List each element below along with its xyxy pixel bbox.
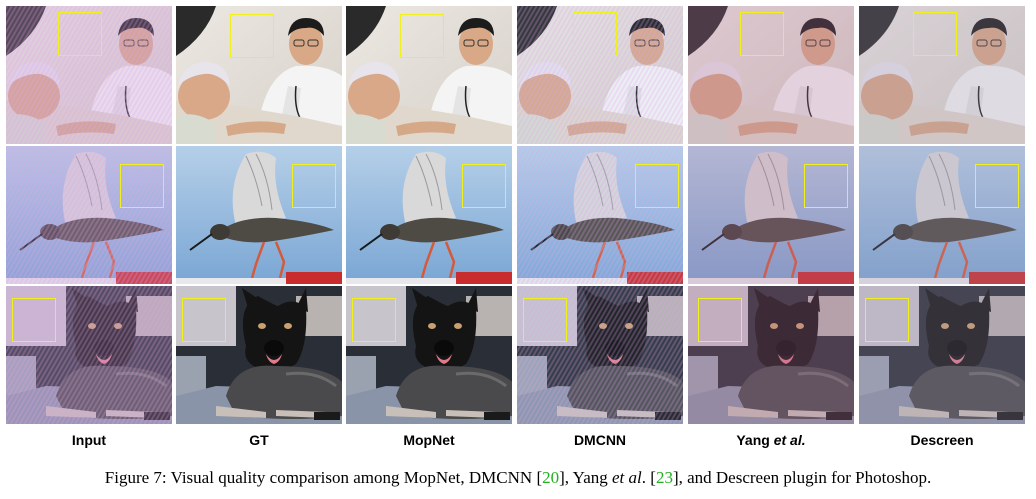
- highlight-box: [913, 12, 957, 56]
- image-bird-flying-gt: [176, 146, 342, 284]
- column-label-mopnet: MopNet: [346, 432, 512, 448]
- highlight-box: [698, 298, 742, 342]
- image-dog-lying-gt: [176, 286, 342, 424]
- highlight-box: [292, 164, 336, 208]
- image-bird-flying-yang: [688, 146, 854, 284]
- label-yang-etal: et al.: [773, 432, 806, 448]
- image-dog-lying-dmcnn: [517, 286, 683, 424]
- image-doctor-and-baby-yang: [688, 6, 854, 144]
- image-doctor-and-baby-input: [6, 6, 172, 144]
- highlight-box: [740, 12, 784, 56]
- highlight-box: [523, 298, 567, 342]
- image-doctor-and-baby-dmcnn: [517, 6, 683, 144]
- image-bird-flying-descreen: [859, 146, 1025, 284]
- highlight-box: [120, 164, 164, 208]
- image-dog-lying-yang: [688, 286, 854, 424]
- label-dmcnn: DMCNN: [573, 432, 627, 448]
- highlight-box: [635, 164, 679, 208]
- image-dog-lying-descreen: [859, 286, 1025, 424]
- image-doctor-and-baby-descreen: [859, 6, 1025, 144]
- caption-prefix: Figure 7: Visual quality comparison amon…: [104, 468, 543, 487]
- highlight-box: [975, 164, 1019, 208]
- image-bird-flying-mopnet: [346, 146, 512, 284]
- image-doctor-and-baby-gt: [176, 6, 342, 144]
- highlight-box: [462, 164, 506, 208]
- highlight-box: [804, 164, 848, 208]
- highlight-box: [182, 298, 226, 342]
- column-label-yang: Yang et al.: [688, 432, 854, 448]
- column-label-gt: GT: [176, 432, 342, 448]
- label-mopnet: MopNet: [403, 432, 455, 448]
- column-label-input: Input: [6, 432, 172, 448]
- caption-mid1: ], Yang: [559, 468, 613, 487]
- label-descreen: Descreen: [910, 432, 974, 448]
- image-bird-flying-dmcnn: [517, 146, 683, 284]
- image-dog-lying-input: [6, 286, 172, 424]
- caption-etal: et al: [612, 468, 642, 487]
- image-doctor-and-baby-mopnet: [346, 6, 512, 144]
- highlight-box: [573, 12, 617, 56]
- highlight-box: [12, 298, 56, 342]
- highlight-box: [230, 14, 274, 58]
- column-label-dmcnn: DMCNN: [517, 432, 683, 448]
- image-bird-flying-input: [6, 146, 172, 284]
- figure-caption: Figure 7: Visual quality comparison amon…: [0, 468, 1036, 488]
- label-gt: GT: [249, 432, 269, 448]
- highlight-box: [865, 298, 909, 342]
- column-label-descreen: Descreen: [859, 432, 1025, 448]
- highlight-box: [352, 298, 396, 342]
- citation-23[interactable]: 23: [655, 468, 673, 487]
- image-dog-lying-mopnet: [346, 286, 512, 424]
- caption-suffix: ], and Descreen plugin for Photoshop.: [672, 468, 932, 487]
- highlight-box: [400, 14, 444, 58]
- highlight-box: [58, 12, 102, 56]
- label-input: Input: [71, 432, 107, 448]
- label-yang: Yang: [736, 432, 774, 448]
- citation-20[interactable]: 20: [542, 468, 560, 487]
- caption-mid2: . [: [641, 468, 656, 487]
